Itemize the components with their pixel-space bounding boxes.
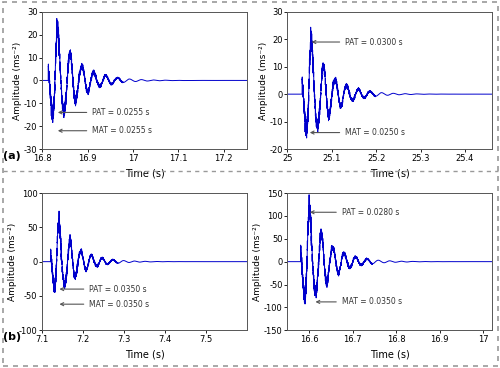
- Text: PAT = 0.0280 s: PAT = 0.0280 s: [311, 208, 399, 217]
- Text: PAT = 0.0300 s: PAT = 0.0300 s: [313, 38, 403, 46]
- X-axis label: Time (s): Time (s): [124, 350, 164, 360]
- Text: PAT = 0.0350 s: PAT = 0.0350 s: [60, 284, 147, 294]
- Text: MAT = 0.0255 s: MAT = 0.0255 s: [59, 126, 152, 135]
- Y-axis label: Amplitude (ms⁻²): Amplitude (ms⁻²): [258, 41, 268, 120]
- Text: MAT = 0.0350 s: MAT = 0.0350 s: [316, 297, 402, 307]
- Y-axis label: Amplitude (ms⁻²): Amplitude (ms⁻²): [8, 223, 18, 301]
- Text: (b): (b): [2, 332, 21, 342]
- Text: (a): (a): [2, 151, 20, 161]
- Text: MAT = 0.0250 s: MAT = 0.0250 s: [311, 128, 405, 137]
- Y-axis label: Amplitude (ms⁻²): Amplitude (ms⁻²): [254, 223, 262, 301]
- X-axis label: Time (s): Time (s): [370, 169, 410, 178]
- Text: MAT = 0.0350 s: MAT = 0.0350 s: [60, 300, 150, 309]
- Y-axis label: Amplitude (ms⁻²): Amplitude (ms⁻²): [14, 41, 22, 120]
- Text: PAT = 0.0255 s: PAT = 0.0255 s: [59, 108, 150, 117]
- X-axis label: Time (s): Time (s): [370, 350, 410, 360]
- X-axis label: Time (s): Time (s): [124, 169, 164, 178]
